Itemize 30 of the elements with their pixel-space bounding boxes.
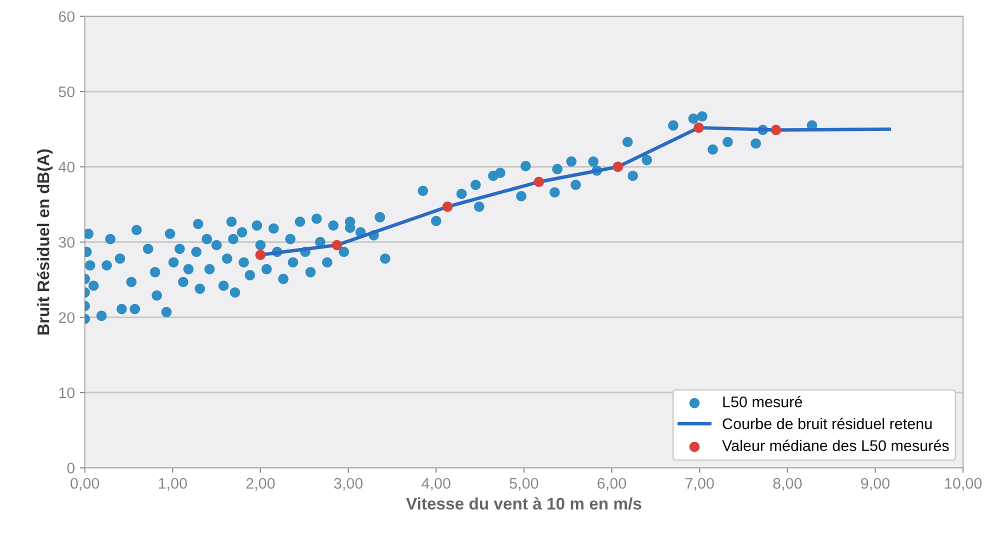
x-tick-label: 7,00: [686, 478, 714, 491]
x-tick-label: 5,00: [510, 478, 538, 491]
x-tick-label: 1,00: [158, 478, 187, 491]
y-axis-title: Bruit Résiduel en dB(A): [36, 149, 53, 334]
x-tick-label: 10,00: [945, 478, 982, 491]
legend-label: Valeur médiane des L50 mesurés: [722, 440, 949, 452]
y-tick-label: 10: [59, 387, 75, 398]
y-tick-label: 50: [58, 86, 75, 98]
point: [442, 202, 453, 212]
x-tick-label: 2,00: [246, 478, 275, 491]
point: [770, 124, 782, 136]
legend-label: L50 mesuré: [723, 396, 802, 408]
x-tick-label: 3,00: [334, 478, 363, 491]
x-tick-label: 9,00: [861, 478, 890, 491]
x-tick-label: 4,00: [422, 478, 450, 491]
legend-label: Courbe de bruit résiduel retenu: [722, 418, 932, 430]
x-tick-label: 0,00: [70, 478, 100, 491]
y-tick-label: 20: [58, 312, 75, 324]
point: [534, 176, 544, 188]
x-tick-label: 8,00: [773, 478, 802, 491]
point: [612, 162, 624, 172]
point: [694, 122, 704, 133]
y-tick-label: 30: [58, 236, 75, 248]
y-tick-label: 60: [58, 11, 75, 22]
y-tick-label: 0: [67, 462, 75, 474]
point: [255, 250, 266, 260]
y-tick-label: 40: [58, 162, 75, 173]
x-tick-label: 6,00: [598, 478, 626, 491]
x-axis-title: Vitesse du vent à 10 m en m/s: [406, 497, 642, 510]
point: [332, 240, 342, 250]
